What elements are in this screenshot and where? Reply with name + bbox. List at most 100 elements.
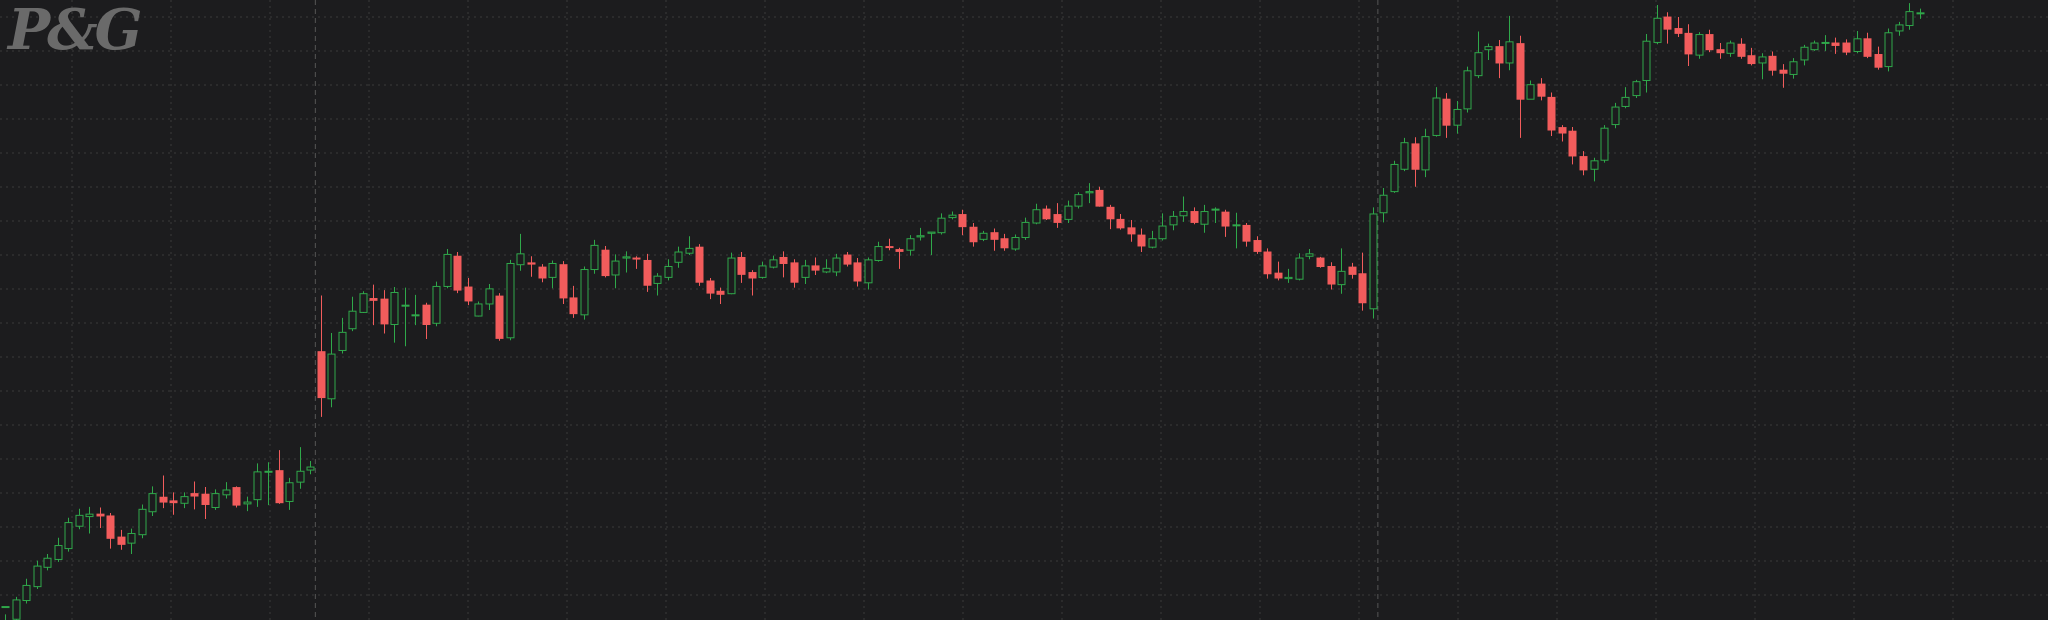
candle-body — [1253, 240, 1262, 252]
candle-body — [22, 584, 31, 602]
candle — [569, 285, 578, 318]
candle — [22, 578, 31, 604]
candle — [369, 284, 378, 326]
candle-body — [695, 246, 704, 283]
candle-body — [327, 353, 336, 400]
candle — [1295, 253, 1304, 281]
candle-body — [338, 331, 347, 351]
candle — [443, 248, 452, 289]
candle-body — [1895, 24, 1904, 32]
candle — [611, 254, 620, 289]
candle — [180, 492, 189, 509]
candle-body — [1158, 225, 1167, 240]
candle-body — [916, 235, 925, 238]
candle — [1895, 21, 1904, 36]
candle-body — [1390, 163, 1399, 193]
candle-body — [75, 514, 84, 527]
candle — [1642, 33, 1651, 93]
candle — [1442, 93, 1451, 138]
candle — [401, 287, 410, 347]
candle — [1263, 248, 1272, 279]
candle-body — [1358, 273, 1367, 304]
candle-body — [1716, 49, 1725, 54]
candle-body — [1611, 106, 1620, 126]
candle-body — [211, 493, 220, 509]
candle-body — [1021, 221, 1030, 239]
candle — [1432, 87, 1441, 137]
candle-body — [1758, 56, 1767, 64]
candle-body — [1800, 46, 1809, 61]
candle — [716, 287, 725, 304]
candle — [538, 264, 547, 283]
candle-body — [1853, 38, 1862, 52]
candle-body — [674, 251, 683, 263]
candle-body — [1621, 96, 1630, 107]
candles — [1, 3, 1925, 620]
candle — [1516, 35, 1525, 138]
candle — [127, 528, 136, 555]
candle-body — [1106, 206, 1115, 220]
candle-body — [1274, 272, 1283, 279]
candle-body — [117, 536, 126, 545]
candle-body — [96, 513, 105, 517]
candle — [1021, 217, 1030, 240]
candle-body — [1316, 257, 1325, 268]
candle — [317, 295, 326, 417]
candle — [1495, 40, 1504, 79]
candle — [653, 273, 662, 296]
candle — [1116, 213, 1125, 230]
candle-body — [1768, 55, 1777, 71]
candle — [1127, 220, 1136, 242]
session-separators — [314, 0, 1379, 620]
candle-body — [769, 259, 778, 268]
candle-body — [201, 493, 210, 505]
candle — [1169, 210, 1178, 231]
candle — [327, 332, 336, 408]
candle — [1200, 204, 1209, 233]
candle-body — [969, 226, 978, 243]
candle-body — [1590, 160, 1599, 170]
candle-body — [1463, 70, 1472, 110]
candle-body — [1516, 43, 1525, 100]
candle-body — [948, 214, 957, 219]
candle-body — [275, 470, 284, 504]
candle-body — [1305, 253, 1314, 257]
candle — [1905, 3, 1914, 30]
candle-body — [148, 493, 157, 513]
candle — [1884, 28, 1893, 72]
candle — [1221, 209, 1230, 237]
candle-body — [1085, 191, 1094, 194]
candle — [1463, 66, 1472, 113]
candle — [495, 293, 504, 341]
candle-body — [1095, 189, 1104, 207]
candle — [916, 227, 925, 241]
candle-body — [1737, 43, 1746, 57]
candle-body — [622, 256, 631, 259]
candle-body — [1884, 32, 1893, 68]
candle-body — [1705, 34, 1714, 51]
candle-body — [1169, 215, 1178, 226]
candle — [338, 317, 347, 354]
candle-body — [264, 470, 273, 473]
candle-body — [1053, 214, 1062, 223]
candle — [232, 486, 241, 508]
candle-body — [1116, 218, 1125, 229]
candle — [222, 482, 231, 499]
candle — [1000, 233, 1009, 251]
candle-body — [885, 246, 894, 249]
candle-body — [1148, 238, 1157, 248]
candle-body — [1453, 108, 1462, 126]
candle-body — [432, 285, 441, 324]
candle-body — [64, 522, 73, 550]
candle-body — [990, 232, 999, 240]
candle — [948, 211, 957, 220]
candle-body — [285, 482, 294, 502]
candle-body — [54, 545, 63, 560]
candle — [811, 257, 820, 275]
candle-body — [1789, 61, 1798, 75]
candle-body — [1653, 17, 1662, 43]
candle — [485, 284, 494, 310]
candle — [590, 239, 599, 274]
candle — [201, 486, 210, 519]
candle — [1537, 78, 1546, 101]
